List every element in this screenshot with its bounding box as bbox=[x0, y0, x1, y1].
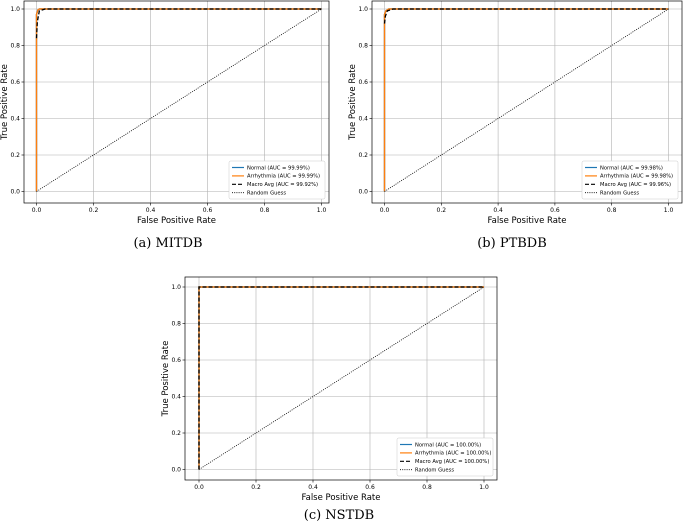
x-tick-label: 0.8 bbox=[260, 207, 270, 214]
x-tick-label: 0.0 bbox=[32, 207, 42, 214]
series-line-2 bbox=[198, 286, 484, 470]
y-tick-label: 1.0 bbox=[171, 284, 181, 291]
x-tick-label: 0.6 bbox=[365, 484, 375, 491]
x-axis-label: False Positive Rate bbox=[137, 216, 216, 226]
y-tick-label: 1.0 bbox=[358, 6, 368, 13]
x-tick-label: 0.6 bbox=[203, 207, 213, 214]
y-tick-label: 0.4 bbox=[10, 116, 20, 123]
legend-box bbox=[581, 160, 679, 200]
y-tick-label: 0.2 bbox=[10, 152, 20, 159]
legend: Normal (AUC = 99.98%) Arrhythmia (AUC = 9… bbox=[581, 160, 679, 200]
y-tick-label: 0.6 bbox=[171, 357, 181, 364]
x-tick-label: 1.0 bbox=[479, 484, 489, 491]
series-line-2 bbox=[35, 8, 322, 39]
y-axis-label: True Positive Rate bbox=[0, 64, 10, 141]
figure-caption: (a) MITDB bbox=[133, 236, 202, 251]
y-tick-label: 0.4 bbox=[358, 116, 368, 123]
x-tick-label: 0.4 bbox=[493, 207, 503, 214]
legend-entry-label: Macro Avg (AUC = 100.00%) bbox=[415, 459, 489, 465]
y-tick-label: 1.0 bbox=[10, 6, 20, 13]
legend-entry-label: Normal (AUC = 100.00%) bbox=[415, 442, 481, 448]
x-tick-label: 1.0 bbox=[317, 207, 327, 214]
y-tick-label: 0.0 bbox=[171, 467, 181, 474]
y-tick-label: 0.8 bbox=[10, 43, 20, 50]
series-line-3 bbox=[36, 8, 322, 192]
x-axis-label: False Positive Rate bbox=[302, 493, 381, 503]
figure-caption: (b) PTBDB bbox=[477, 236, 547, 251]
x-tick-label: 0.2 bbox=[437, 207, 447, 214]
y-tick-label: 0.4 bbox=[171, 394, 181, 401]
x-tick-label: 0.0 bbox=[380, 207, 390, 214]
x-tick-label: 0.4 bbox=[308, 484, 318, 491]
roc-chart-2: 0.0 0.2 0.4 0.6 0.8 1.0 0.0 0.2 0.4 0.6 0.8 1.0 Fals… bbox=[161, 276, 498, 523]
axes-frame bbox=[23, 0, 330, 204]
x-tick-label: 0.2 bbox=[251, 484, 261, 491]
legend-box bbox=[396, 437, 494, 477]
series-line-2 bbox=[383, 8, 669, 24]
legend-entry-label: Random Guess bbox=[600, 191, 639, 197]
y-tick-label: 0.2 bbox=[358, 152, 368, 159]
x-tick-label: 0.6 bbox=[550, 207, 560, 214]
legend-entry-label: Arrhythmia (AUC = 99.99%) bbox=[247, 174, 320, 180]
y-tick-label: 0.6 bbox=[10, 79, 20, 86]
x-tick-label: 0.8 bbox=[607, 207, 617, 214]
x-tick-label: 0.0 bbox=[194, 484, 204, 491]
legend-entry-label: Macro Avg (AUC = 99.96%) bbox=[600, 182, 671, 188]
axes-frame bbox=[184, 276, 498, 481]
x-tick-label: 0.2 bbox=[89, 207, 99, 214]
legend-entry-label: Random Guess bbox=[415, 468, 454, 474]
y-tick-label: 0.8 bbox=[171, 321, 181, 328]
roc-chart-0: 0.0 0.2 0.4 0.6 0.8 1.0 0.0 0.2 0.4 0.6 0.8 1.0 Fals… bbox=[0, 0, 330, 251]
x-axis-label: False Positive Rate bbox=[488, 216, 567, 226]
legend-entry-label: Normal (AUC = 99.99%) bbox=[247, 165, 310, 171]
y-tick-label: 0.2 bbox=[171, 430, 181, 437]
figure-caption: (c) NSTDB bbox=[304, 508, 374, 523]
roc-chart-1: 0.0 0.2 0.4 0.6 0.8 1.0 0.0 0.2 0.4 0.6 0.8 1.0 Fals… bbox=[348, 0, 683, 251]
x-tick-label: 0.4 bbox=[146, 207, 156, 214]
legend-entry-label: Arrhythmia (AUC = 99.98%) bbox=[600, 174, 673, 180]
y-tick-label: 0.0 bbox=[358, 189, 368, 196]
y-axis-label: True Positive Rate bbox=[161, 341, 171, 418]
legend-entry-label: Macro Avg (AUC = 99.92%) bbox=[247, 182, 318, 188]
y-tick-label: 0.0 bbox=[10, 189, 20, 196]
y-tick-label: 0.8 bbox=[358, 43, 368, 50]
y-tick-label: 0.6 bbox=[358, 79, 368, 86]
legend-entry-label: Random Guess bbox=[247, 191, 286, 197]
x-tick-label: 1.0 bbox=[664, 207, 674, 214]
x-tick-label: 0.8 bbox=[422, 484, 432, 491]
legend-box bbox=[228, 160, 326, 200]
y-axis-label: True Positive Rate bbox=[348, 64, 358, 141]
axes-frame bbox=[371, 0, 683, 204]
series-line-3 bbox=[198, 286, 485, 470]
legend: Normal (AUC = 99.99%) Arrhythmia (AUC = 9… bbox=[228, 160, 326, 200]
legend-entry-label: Normal (AUC = 99.98%) bbox=[600, 165, 663, 171]
legend-entry-label: Arrhythmia (AUC = 100.00%) bbox=[415, 451, 491, 457]
legend: Normal (AUC = 100.00%) Arrhythmia (AUC = … bbox=[396, 437, 494, 477]
